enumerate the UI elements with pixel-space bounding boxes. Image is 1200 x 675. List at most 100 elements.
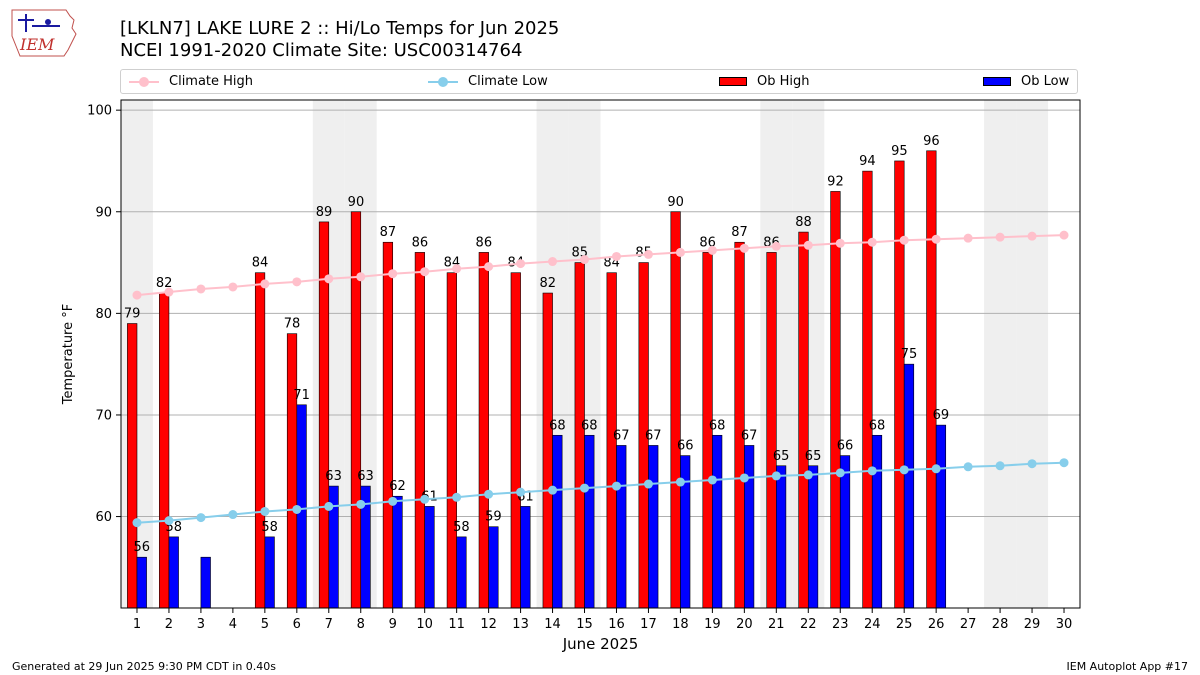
ob-low-bar: [584, 434, 595, 609]
weekend-band: [1016, 100, 1049, 608]
ob-high-label: 86: [476, 235, 493, 250]
ob-high-label: 86: [412, 235, 429, 250]
climate-low-point: [995, 461, 1005, 471]
climate-high-point: [1059, 230, 1069, 240]
climate-high-point: [516, 259, 526, 269]
ob-high-bar: [798, 231, 809, 609]
x-tick-label: 5: [261, 617, 269, 632]
ob-low-bar: [264, 536, 275, 609]
climate-low-point: [867, 466, 877, 476]
ob-high-label: 90: [667, 195, 684, 210]
ob-low-label: 58: [453, 520, 470, 535]
ob-low-label: 67: [645, 428, 662, 443]
ob-low-label: 68: [581, 418, 598, 433]
climate-low-point: [707, 475, 717, 485]
ob-low-bar: [839, 455, 851, 609]
ob-low-bar: [616, 445, 627, 609]
legend-ob-low: Ob Low: [983, 70, 1069, 93]
ob-high-bar: [478, 252, 489, 609]
ob-high-bar: [894, 160, 905, 609]
x-tick-label: 16: [608, 617, 625, 632]
ob-low-bar: [712, 434, 723, 609]
ob-low-label: 67: [741, 428, 758, 443]
ob-low-bar: [744, 445, 755, 609]
ob-low-bar: [871, 434, 883, 609]
legend-climate-high: Climate High: [129, 70, 253, 93]
climate-high-point: [228, 282, 238, 292]
legend-ob-high-swatch: [719, 77, 747, 86]
ob-high-bar: [734, 241, 745, 609]
ob-high-label: 82: [156, 276, 173, 291]
climate-low-point: [803, 470, 813, 480]
climate-low-point: [228, 510, 238, 520]
legend-ob-high-label: Ob High: [757, 74, 810, 89]
ob-low-label: 68: [869, 418, 886, 433]
iem-logo: IEM: [11, 9, 77, 57]
ob-high-bar: [830, 191, 841, 609]
x-tick-label: 17: [640, 617, 657, 632]
ob-high-bar: [254, 272, 266, 609]
climate-high-point: [899, 235, 909, 245]
climate-low-point: [260, 506, 270, 516]
climate-low-point: [196, 513, 206, 523]
x-tick-label: 29: [1024, 617, 1041, 632]
climate-low-point: [1059, 458, 1069, 468]
ob-high-bar: [574, 262, 585, 609]
ob-high-label: 92: [827, 174, 844, 189]
ob-low-bar: [520, 506, 531, 609]
y-tick-label: 100: [87, 104, 112, 119]
y-axis-label: Temperature °F: [61, 304, 76, 405]
ob-high-label: 95: [891, 144, 908, 159]
x-tick-label: 13: [512, 617, 529, 632]
x-tick-label: 28: [992, 617, 1009, 632]
climate-low-point: [388, 496, 398, 506]
weekend-band: [984, 100, 1017, 608]
x-tick-label: 9: [389, 617, 397, 632]
chart-subtitle: NCEI 1991-2020 Climate Site: USC00314764: [120, 40, 523, 61]
y-tick-label: 80: [95, 307, 112, 322]
ob-low-bar: [552, 434, 563, 609]
ob-high-bar: [350, 211, 362, 609]
x-tick-label: 12: [480, 617, 497, 632]
x-tick-label: 24: [864, 617, 881, 632]
climate-low-point: [548, 485, 558, 495]
climate-low-point: [580, 483, 590, 493]
x-tick-label: 30: [1056, 617, 1073, 632]
ob-high-bar: [159, 292, 170, 609]
ob-low-bar: [903, 363, 915, 609]
climate-high-point: [484, 262, 494, 272]
legend-climate-low-label: Climate Low: [468, 74, 548, 89]
ob-high-label: 87: [731, 225, 748, 240]
x-tick-label: 1: [133, 617, 141, 632]
climate-high-point: [164, 287, 174, 297]
climate-high-point: [931, 234, 941, 244]
legend-ob-low-swatch: [983, 77, 1011, 86]
x-tick-label: 19: [704, 617, 721, 632]
ob-low-bar: [456, 536, 467, 609]
climate-high-point: [707, 245, 717, 255]
climate-high-point: [196, 284, 206, 294]
ob-low-bar: [392, 495, 403, 609]
x-tick-label: 8: [357, 617, 365, 632]
climate-high-point: [963, 233, 973, 243]
ob-high-bar: [446, 272, 457, 609]
climate-low-point: [452, 492, 462, 502]
ob-high-bar: [766, 252, 777, 609]
ob-low-label: 58: [261, 520, 278, 535]
climate-high-point: [675, 247, 685, 257]
legend-ob-low-label: Ob Low: [1021, 74, 1070, 89]
x-axis-label: June 2025: [562, 635, 639, 653]
footer-generated: Generated at 29 Jun 2025 9:30 PM CDT in …: [12, 660, 277, 673]
x-tick-label: 25: [896, 617, 913, 632]
ob-low-bar: [776, 465, 787, 609]
ob-low-label: 63: [357, 469, 374, 484]
climate-high-point: [452, 264, 462, 274]
climate-high-point: [1027, 231, 1037, 241]
ob-high-bar: [286, 333, 298, 609]
ob-low-label: 65: [773, 449, 790, 464]
ob-high-bar: [127, 323, 138, 609]
ob-high-label: 89: [316, 205, 333, 220]
climate-low-point: [771, 471, 781, 481]
climate-low-point: [164, 516, 174, 526]
x-tick-label: 3: [197, 617, 205, 632]
